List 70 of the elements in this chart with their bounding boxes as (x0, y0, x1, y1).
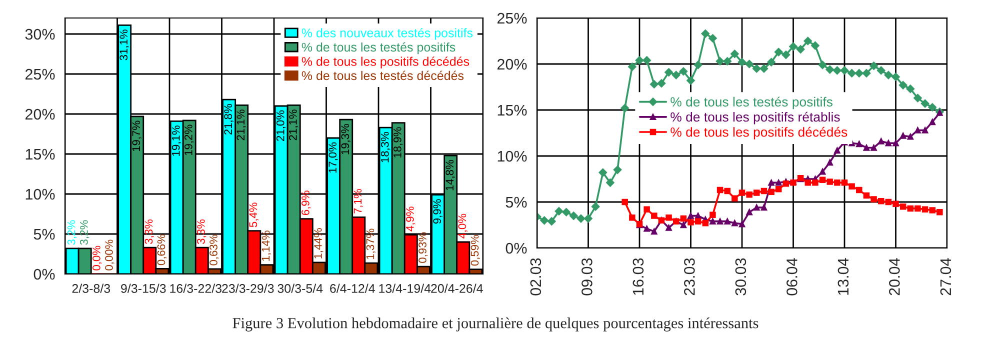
data-label: 0,00% (105, 240, 114, 270)
data-label: 1,44% (314, 228, 324, 258)
caption: Figure 3 Evolution hebdomadaire et journalière de quelques pourcentages intéressants (232, 318, 758, 332)
data-label: 6,9% (302, 190, 311, 216)
legend-label: % de tous les testés décédés (302, 70, 464, 80)
data-label: 14,8% (446, 160, 455, 190)
data-label: 21,1% (288, 110, 298, 140)
data-label: 21,0% (276, 110, 286, 141)
x-tick-label: 23.03 (684, 258, 695, 296)
data-label: 17,0% (328, 142, 338, 173)
data-label: 3,2% (80, 220, 90, 245)
y-tick-label: 25% (25, 68, 55, 80)
legend-label: % de tous les positifs décédés (302, 56, 470, 68)
data-label: 21,8% (224, 104, 234, 135)
data-label: 3,3% (144, 219, 154, 244)
x-tick-label: 23/3-29/3 (222, 284, 274, 293)
x-tick-label: 16/3-22/3 (170, 284, 222, 293)
legend-label: % des nouveaux testés positifs (302, 28, 473, 40)
y-tick-label: 10% (26, 188, 55, 200)
data-label: 18,9% (393, 127, 403, 158)
data-label: 0,66% (157, 234, 166, 266)
x-tick-label: 16.03 (632, 258, 644, 295)
legend-label: % de tous les testés positifs (302, 42, 456, 54)
data-label: 5,4% (249, 202, 258, 228)
y-tick-label: 30% (25, 28, 55, 40)
data-label: 21,1% (236, 110, 246, 140)
y-tick-label: 5% (34, 228, 55, 240)
x-tick-label: 13.04 (838, 258, 849, 295)
x-tick-label: 20/4-26/4 (431, 284, 483, 293)
data-label: 31,1% (120, 30, 129, 60)
data-label: 0,93% (418, 232, 428, 263)
y-tick-label: 15% (498, 104, 527, 116)
x-tick-label: 6/4-12/4 (330, 284, 375, 293)
data-label: 19,7% (132, 120, 142, 152)
x-tick-label: 30/3-5/4 (278, 284, 323, 293)
x-tick-label: 2/3-8/3 (72, 284, 110, 293)
data-label: 4,0% (458, 214, 468, 239)
x-tick-label: 13/4-19/4 (379, 284, 431, 293)
data-label: 3,2% (67, 220, 77, 245)
data-label: 0,0% (92, 246, 102, 270)
data-label: 4,9% (406, 206, 416, 232)
x-tick-label: 06.04 (786, 258, 798, 296)
y-tick-label: 0% (506, 242, 527, 254)
data-label: 19,3% (341, 124, 350, 154)
y-tick-label: 10% (498, 150, 527, 162)
y-tick-label: 20% (25, 108, 55, 120)
data-label: 0,59% (470, 234, 480, 266)
x-tick-label: 30.03 (735, 258, 746, 296)
x-tick-label: 09.03 (582, 258, 592, 296)
data-label: 7,1% (354, 189, 363, 214)
legend-label: % de tous les positifs rétablis (670, 112, 840, 124)
x-tick-label: 20.04 (889, 258, 900, 296)
data-label: 0,63% (210, 234, 219, 266)
x-tick-label: 9/3-15/3 (121, 284, 166, 293)
data-label: 19,1% (172, 126, 182, 156)
data-label: 18,3% (380, 132, 390, 162)
x-tick-label: 27.04 (940, 258, 952, 296)
x-tick-label: 02.03 (530, 258, 542, 296)
data-label: 19,2% (184, 124, 194, 156)
legend-label: % de tous les positifs décédés (670, 126, 848, 140)
data-label: 9,9% (433, 199, 442, 224)
data-label: 1,37% (366, 228, 376, 259)
y-tick-label: 0% (34, 268, 55, 280)
legend-label: % de tous les testés positifs (670, 96, 832, 110)
y-tick-label: 20% (497, 58, 527, 70)
y-tick-label: 15% (26, 148, 55, 160)
y-tick-label: 25% (497, 12, 527, 24)
data-label: 1,14% (262, 230, 271, 261)
y-tick-label: 5% (506, 196, 527, 208)
data-label: 3,3% (197, 219, 206, 244)
